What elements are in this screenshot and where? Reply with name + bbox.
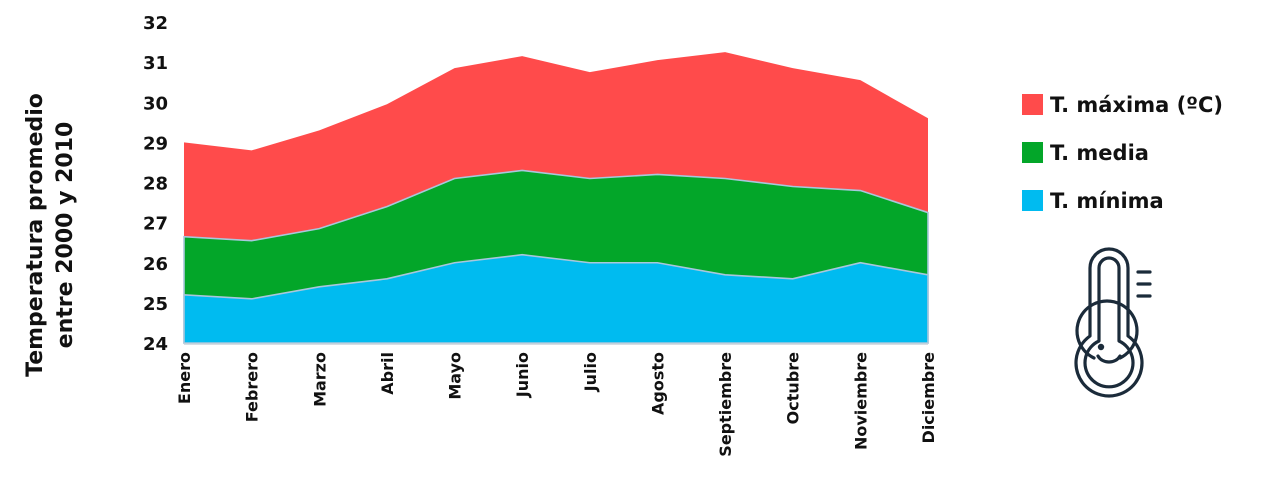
- y-tick-label: 30: [143, 93, 168, 114]
- y-tick-label: 26: [143, 254, 168, 275]
- plot-areas: [183, 52, 929, 345]
- x-tick-label: Julio: [581, 352, 600, 392]
- thermometer-icon: [1074, 247, 1152, 398]
- y-tick-labels: 24 25 26 27 28 29 30 31 32: [143, 13, 168, 355]
- legend-swatch: [1022, 142, 1043, 163]
- x-tick-label: Diciembre: [919, 352, 938, 444]
- y-axis-label-line2: entre 2000 y 2010: [53, 122, 78, 349]
- y-tick-label: 32: [143, 13, 168, 34]
- x-tick-label: Mayo: [446, 352, 465, 400]
- y-tick-label: 25: [143, 294, 168, 315]
- legend-label: T. mínima: [1050, 189, 1164, 213]
- y-tick-label: 29: [143, 133, 168, 154]
- x-tick-labels: Enero Febrero Marzo Abril Mayo Junio Julio Agos…: [175, 352, 938, 457]
- x-tick-label: Agosto: [648, 352, 667, 415]
- y-tick-label: 24: [143, 334, 168, 355]
- x-tick-label: Febrero: [243, 352, 262, 422]
- legend-swatch: [1022, 190, 1043, 211]
- y-axis-label: Temperatura promedio entre 2000 y 2010: [23, 93, 78, 377]
- y-tick-label: 31: [143, 53, 168, 74]
- y-axis-label-line1: Temperatura promedio: [23, 93, 48, 377]
- y-tick-label: 27: [143, 214, 168, 235]
- x-tick-label: Octubre: [784, 352, 803, 424]
- x-tick-label: Abril: [378, 352, 397, 395]
- legend: T. máxima (ºC) T. media T. mínima: [1022, 93, 1223, 213]
- x-tick-label: Junio: [513, 352, 532, 398]
- y-tick-label: 28: [143, 174, 168, 195]
- x-tick-label: Enero: [175, 352, 194, 404]
- legend-swatch: [1022, 94, 1043, 115]
- x-tick-label: Marzo: [310, 352, 329, 407]
- legend-label: T. media: [1050, 141, 1149, 165]
- legend-label: T. máxima (ºC): [1050, 93, 1223, 117]
- x-tick-label: Noviembre: [851, 352, 870, 450]
- x-tick-label: Septiembre: [716, 352, 735, 457]
- area-series-2: [183, 253, 929, 344]
